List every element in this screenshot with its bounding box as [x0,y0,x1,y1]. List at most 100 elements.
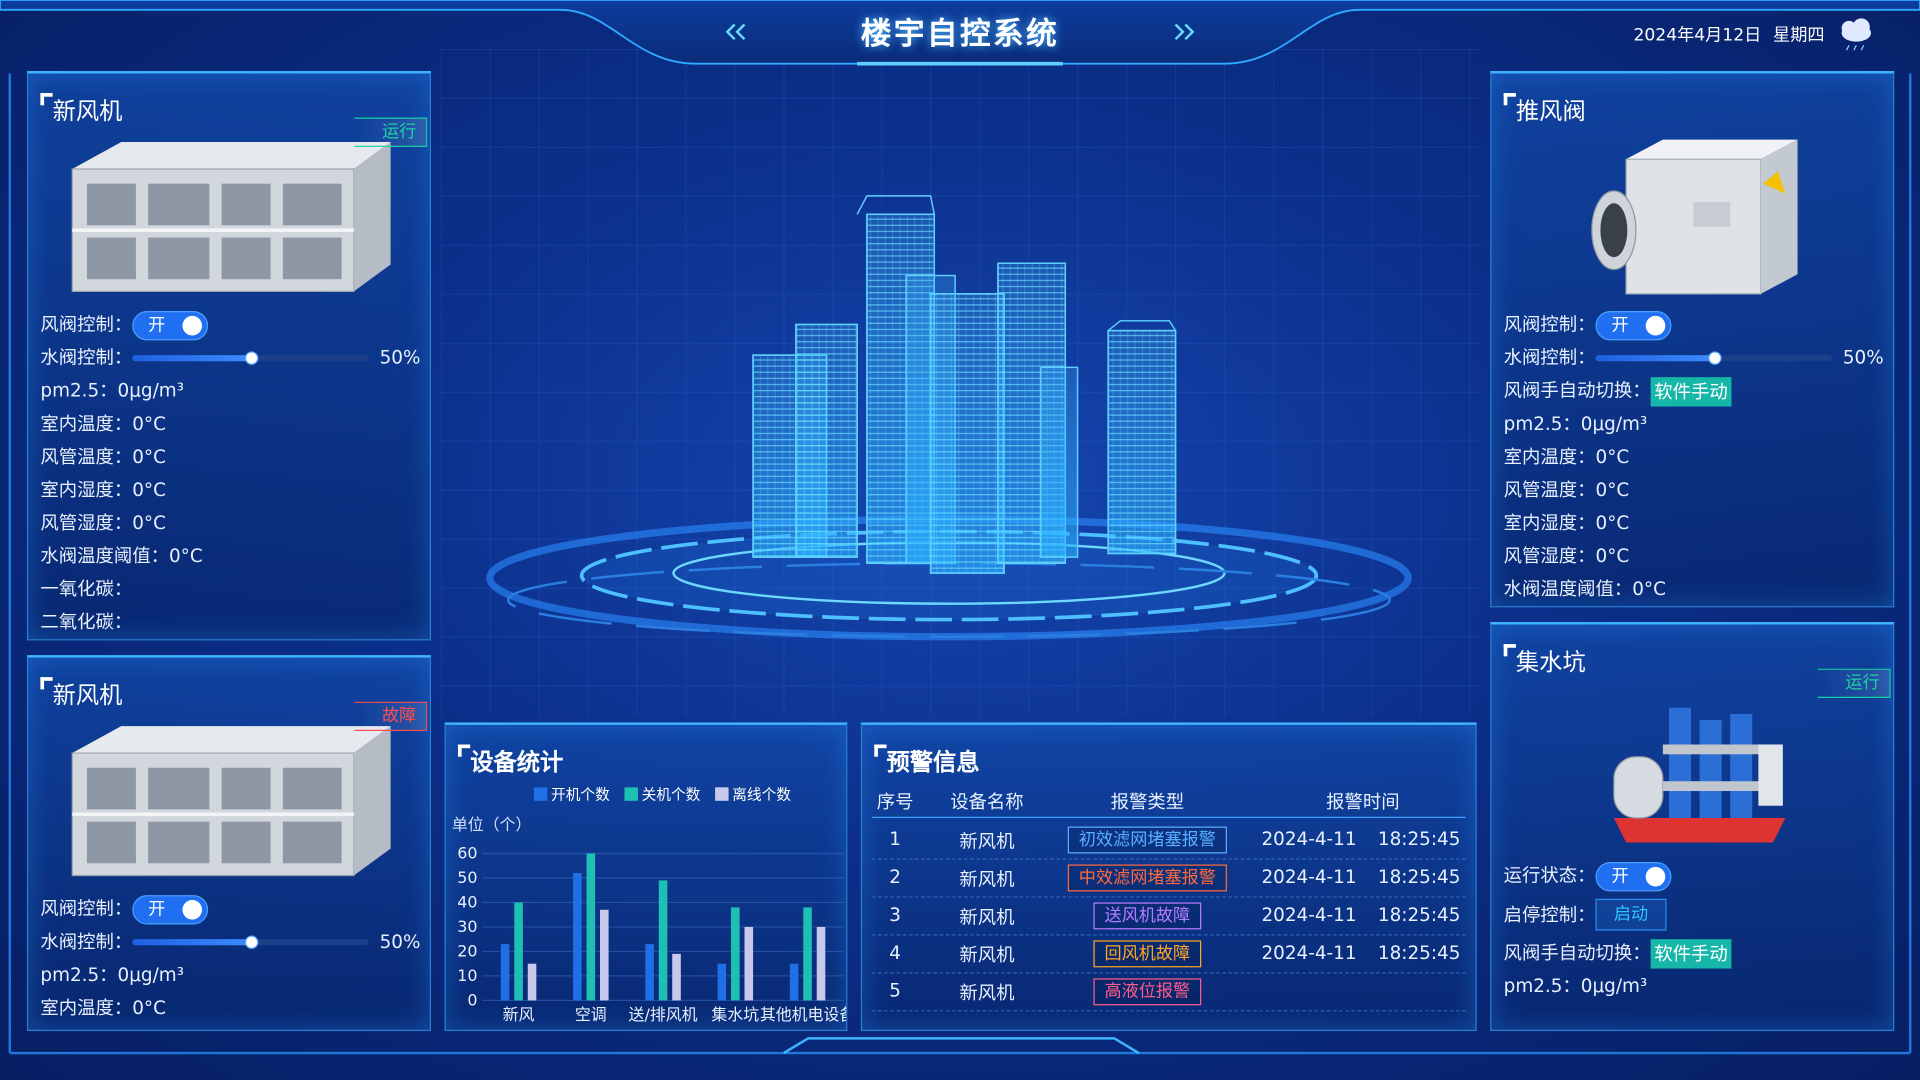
toggle-switch[interactable]: 开 [132,894,209,924]
info-text: 室内温度：0°C [40,996,166,1019]
weekday: 星期四 [1773,25,1825,46]
panel-rows: 风阀控制： 开水阀控制： 50% pm2.5：0μg/m³ 室内温度：0°C [40,893,422,1025]
slider-track[interactable] [132,935,369,949]
info-text: 室内湿度：0°C [40,478,166,501]
column-header: 报警时间 [1326,791,1400,814]
nav-arrows[interactable] [725,23,1195,41]
y-tick-label: 0 [467,990,477,1009]
footer-deco [783,1037,1140,1055]
info-text: 风管湿度：0°C [1503,544,1630,567]
panel-title: 集水坑 [1503,644,1586,677]
row-label: 风阀手自动切换： [1503,379,1651,402]
status-tag: 故障 [353,701,428,732]
row-label: 风阀控制： [40,313,133,336]
column-header: 序号 [876,791,914,814]
panel-rows: 运行状态：开启停控制： 启动 风阀手自动切换： 软件手动 pm2.5：0μg/m³ [1504,860,1886,1003]
alarm-time: 18:25:45 [1377,941,1461,964]
device-name: 新风机 [959,944,1015,967]
x-tick-label: 空调 [575,1005,607,1024]
status-tag: 运行 [1817,668,1891,698]
row-label: 风阀手自动切换： [1503,941,1651,964]
slider-value: 50% [379,930,421,953]
x-tick-label: 集水坑 [711,1005,759,1024]
slider-knob[interactable] [244,935,258,949]
slider-track[interactable] [1595,351,1832,365]
slider-value: 50% [379,346,421,369]
info-row: 水阀控制： 50% [40,342,422,375]
alarm-type: 高液位报警 [1093,978,1202,1006]
info-row: pm2.5：0μg/m³ [40,959,422,992]
y-axis-label: 单位（个） [452,815,532,834]
info-text: 室内温度：0°C [40,412,166,435]
bar [645,944,654,1001]
device-name: 新风机 [959,868,1015,891]
y-tick-label: 60 [457,843,477,862]
info-row: 风阀控制： 开 [1504,309,1886,342]
toggle-switch[interactable]: 开 [1595,861,1672,891]
row-label: 风阀控制： [40,897,133,920]
bar [803,907,812,1001]
slider-fill [132,355,251,362]
mode-badge[interactable]: 软件手动 [1650,376,1732,406]
info-row: 水阀控制： 50% [40,926,422,959]
toggle-text: 开 [148,315,166,335]
start-button[interactable]: 启动 [1595,898,1667,931]
slider-knob[interactable] [1707,351,1722,365]
info-row: 水阀温度阈值：0°C [1504,573,1886,606]
info-text: 室内温度：0°C [1503,445,1630,468]
weather-icon [1841,18,1872,51]
toggle-switch[interactable]: 开 [1595,310,1672,340]
row-number: 1 [889,827,901,850]
chart: 单位（个） 0 10 20 30 40 50 60 开机个数 关机个数 离线个数新风 空调 送/排风机集… [452,787,846,1024]
alarm-time: 18:25:45 [1377,903,1461,926]
info-row: 风管温度：0°C [1504,474,1886,507]
info-row: pm2.5：0μg/m³ [1504,970,1886,1003]
page-title: 楼宇自控系统 [860,15,1060,52]
row-separator [871,1010,1466,1012]
info-row: 风管温度：0°C [40,441,422,474]
row-label: 运行状态： [1503,864,1596,887]
x-tick-label: 送/排风机 [629,1005,698,1024]
panel-rows: 风阀控制：开水阀控制： 50% 风阀手自动切换： 软件手动 pm2.5：0μg/m³ 室内… [1504,309,1886,607]
info-row: 风管湿度：0°C [40,507,422,540]
row-number: 2 [889,865,901,888]
info-row: 室内温度：0°C [40,408,422,441]
info-row: 室内温度：0°C [40,992,422,1025]
date: 2024年4月12日 [1633,25,1762,46]
info-text: 一氧化碳： [40,577,133,600]
toggle-text: 开 [1611,866,1629,886]
alarm-date: 2024-4-11 [1261,941,1357,964]
bar [744,926,754,1001]
info-text: 水阀温度阈值：0°C [40,544,203,567]
info-row: 水阀控制： 50% [1504,342,1886,375]
y-tick-label: 30 [457,917,477,936]
row-separator [871,858,1466,860]
ahu-image [71,142,391,293]
toggle-knob [182,315,203,335]
alarm-type: 回风机故障 [1093,940,1202,968]
bar [717,963,727,1001]
info-text: 水阀温度阈值：0°C [1503,577,1666,600]
row-number: 5 [889,979,901,1002]
alerts-panel: 预警信息 序号 设备名称 报警类型 报警时间 1 新风机 初效滤网堵塞报警 2024-4-11… [860,722,1477,1032]
y-tick-label: 40 [457,892,477,911]
slider-knob[interactable] [244,351,258,365]
info-row: 一氧化碳： [40,573,422,606]
device-panel: 新风机 风阀控制： 开水阀控制： 50% pm2.5：0μg/m³ 室内温度：0°C 故… [26,655,432,1032]
toggle-switch[interactable]: 开 [132,310,209,340]
chart-title: 设备统计 [457,744,563,777]
legend-label: 开机个数 [551,787,610,804]
info-row: 风阀控制： 开 [40,309,422,342]
info-text: pm2.5：0μg/m³ [40,379,185,402]
info-text: pm2.5：0μg/m³ [1503,974,1648,997]
device-panel: 推风阀 风阀控制：开水阀控制： 50% 风阀手自动切换： 软件手动 pm2.5：0μg/… [1490,71,1895,608]
info-text: 风管温度：0°C [40,445,166,468]
device-panel: 新风机 风阀控制： 开水阀控制： 50% pm2.5：0μg/m³ 室内温度：0°C 风管… [26,71,432,641]
info-row: 室内温度：0°C [1504,441,1886,474]
toggle-text: 开 [1611,315,1629,335]
mode-badge[interactable]: 软件手动 [1650,938,1732,968]
slider-track[interactable] [132,351,369,365]
y-tick-label: 50 [457,868,477,887]
y-tick-label: 10 [457,966,477,985]
bar [672,953,681,1001]
